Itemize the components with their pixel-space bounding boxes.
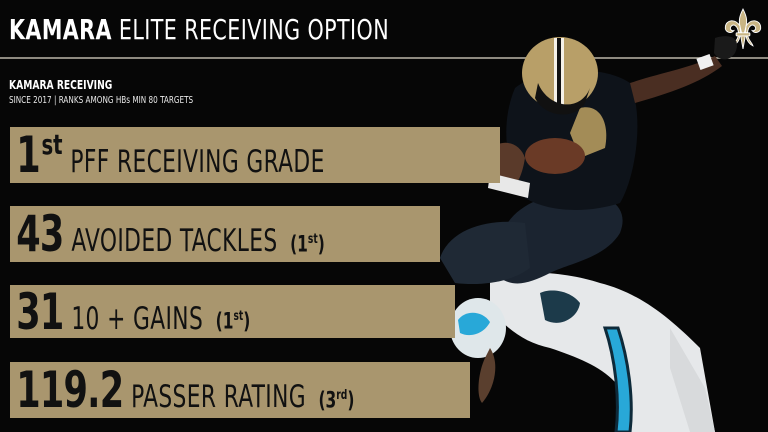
stat-value: 31 bbox=[16, 285, 64, 338]
stat-label: 10 + GAINS bbox=[71, 300, 204, 337]
section-heading: KAMARA RECEIVING bbox=[9, 78, 113, 92]
panthers-defender bbox=[450, 272, 715, 432]
stat-rank: (3rd) bbox=[318, 387, 355, 413]
stat-label: PFF RECEIVING GRADE bbox=[70, 144, 325, 180]
stat-rank: (1st) bbox=[290, 231, 325, 257]
stat-bar-10-plus-gains: 31 10 + GAINS (1st) bbox=[10, 285, 455, 338]
header-divider bbox=[0, 57, 768, 59]
stat-value-suffix: st bbox=[41, 128, 63, 161]
player-photo bbox=[440, 36, 738, 432]
page-title: KAMARA ELITE RECEIVING OPTION bbox=[9, 14, 389, 46]
stat-bar-avoided-tackles: 43 AVOIDED TACKLES (1st) bbox=[10, 206, 440, 262]
stat-value: 1 bbox=[16, 127, 40, 183]
stat-value: 43 bbox=[16, 206, 64, 262]
stat-rank: (1st) bbox=[215, 309, 251, 335]
stat-label: PASSER RATING bbox=[131, 379, 306, 415]
title-tagline: ELITE RECEIVING OPTION bbox=[118, 13, 390, 46]
stat-bar-receiving-grade: 1 st PFF RECEIVING GRADE bbox=[10, 127, 500, 183]
saints-player bbox=[440, 36, 738, 285]
title-player-name: KAMARA bbox=[9, 13, 112, 46]
stat-value: 119.2 bbox=[16, 362, 124, 418]
stat-bar-passer-rating: 119.2 PASSER RATING (3rd) bbox=[10, 362, 470, 418]
section-note: SINCE 2017 | RANKS AMONG HBs MIN 80 TARG… bbox=[9, 95, 194, 106]
stat-label: AVOIDED TACKLES bbox=[71, 223, 278, 259]
